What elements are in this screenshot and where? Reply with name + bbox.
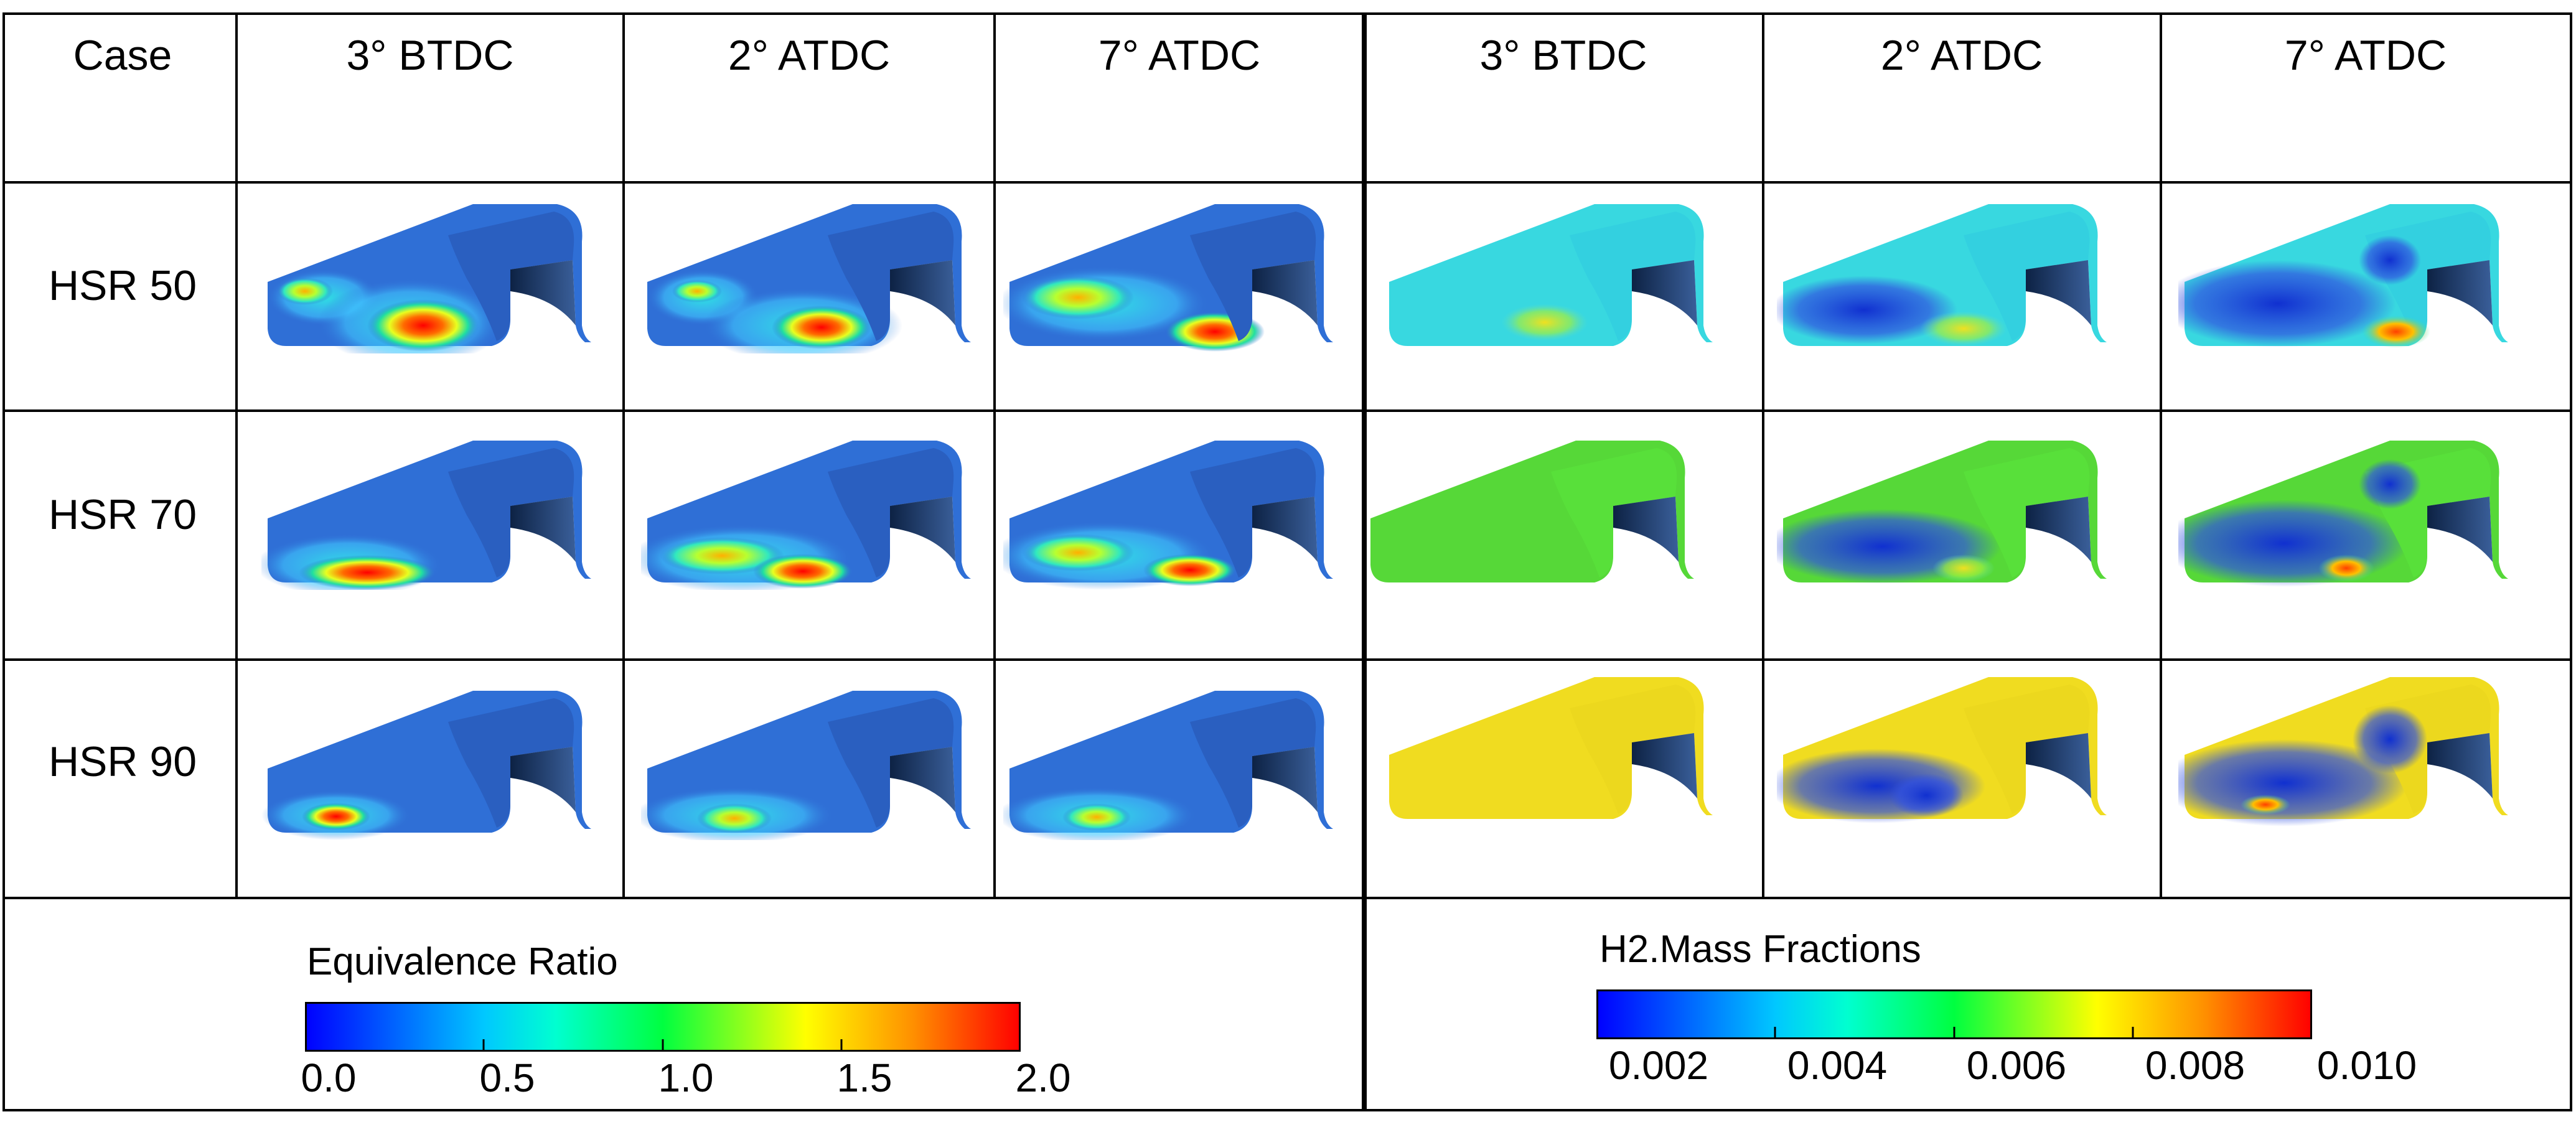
h2-tick-1: 0.004	[1787, 1043, 1888, 1088]
legend-title-equivalence-ratio: Equivalence Ratio	[307, 940, 618, 983]
contour-h2-hsr70-atdc2	[1777, 441, 2107, 584]
column-header-5: 2° ATDC	[1880, 32, 2043, 79]
row-label-hsr50: HSR 50	[48, 262, 197, 309]
row-label-hsr70: HSR 70	[48, 491, 197, 538]
contour-h2-hsr50-atdc7	[2178, 204, 2508, 348]
h2-tick-3: 0.008	[2145, 1043, 2246, 1088]
h2-tick-4: 0.010	[2316, 1043, 2417, 1088]
contour-phi-hsr70-btdc3	[261, 441, 591, 590]
column-header-1: 3° BTDC	[346, 32, 514, 79]
contour-h2-hsr50-btdc3	[1389, 204, 1713, 346]
colorbar-h2-mass-fraction	[1596, 989, 2312, 1039]
column-header-2: 2° ATDC	[728, 32, 891, 79]
contour-phi-hsr90-btdc3	[261, 691, 591, 840]
column-header-3: 7° ATDC	[1098, 32, 1261, 79]
contour-h2-hsr90-atdc2	[1777, 677, 2107, 823]
contour-phi-hsr70-atdc2	[641, 441, 971, 590]
contour-phi-hsr50-atdc2	[647, 204, 971, 353]
eq-tick-0: 0.0	[301, 1055, 357, 1100]
h2-tick-2: 0.006	[1966, 1043, 2067, 1088]
column-header-4: 3° BTDC	[1479, 32, 1647, 79]
contour-h2-hsr90-atdc7	[2178, 677, 2508, 826]
h2-tick-0: 0.002	[1608, 1043, 1709, 1088]
row-label-hsr90: HSR 90	[48, 738, 197, 785]
eq-tick-4: 2.0	[1015, 1055, 1071, 1100]
contour-h2-hsr70-btdc3	[1370, 441, 1694, 582]
contour-phi-hsr90-atdc7	[1003, 691, 1333, 840]
contour-h2-hsr90-btdc3	[1389, 677, 1713, 819]
contour-h2-hsr70-atdc7	[2178, 441, 2508, 587]
contour-phi-hsr90-atdc2	[641, 691, 971, 840]
contour-phi-hsr70-atdc7	[1003, 441, 1333, 590]
eq-tick-2: 1.0	[658, 1055, 714, 1100]
contour-phi-hsr50-atdc7	[1003, 204, 1333, 352]
contour-phi-hsr50-btdc3	[268, 204, 591, 353]
legend-title-h2-mass-fraction: H2.Mass Fractions	[1599, 928, 1921, 971]
eq-tick-3: 1.5	[836, 1055, 892, 1100]
eq-tick-1: 0.5	[479, 1055, 535, 1100]
colorbar-equivalence-ratio	[305, 1002, 1021, 1052]
case-header: Case	[73, 32, 172, 79]
column-header-6: 7° ATDC	[2284, 32, 2447, 79]
contour-h2-hsr50-atdc2	[1777, 204, 2107, 346]
